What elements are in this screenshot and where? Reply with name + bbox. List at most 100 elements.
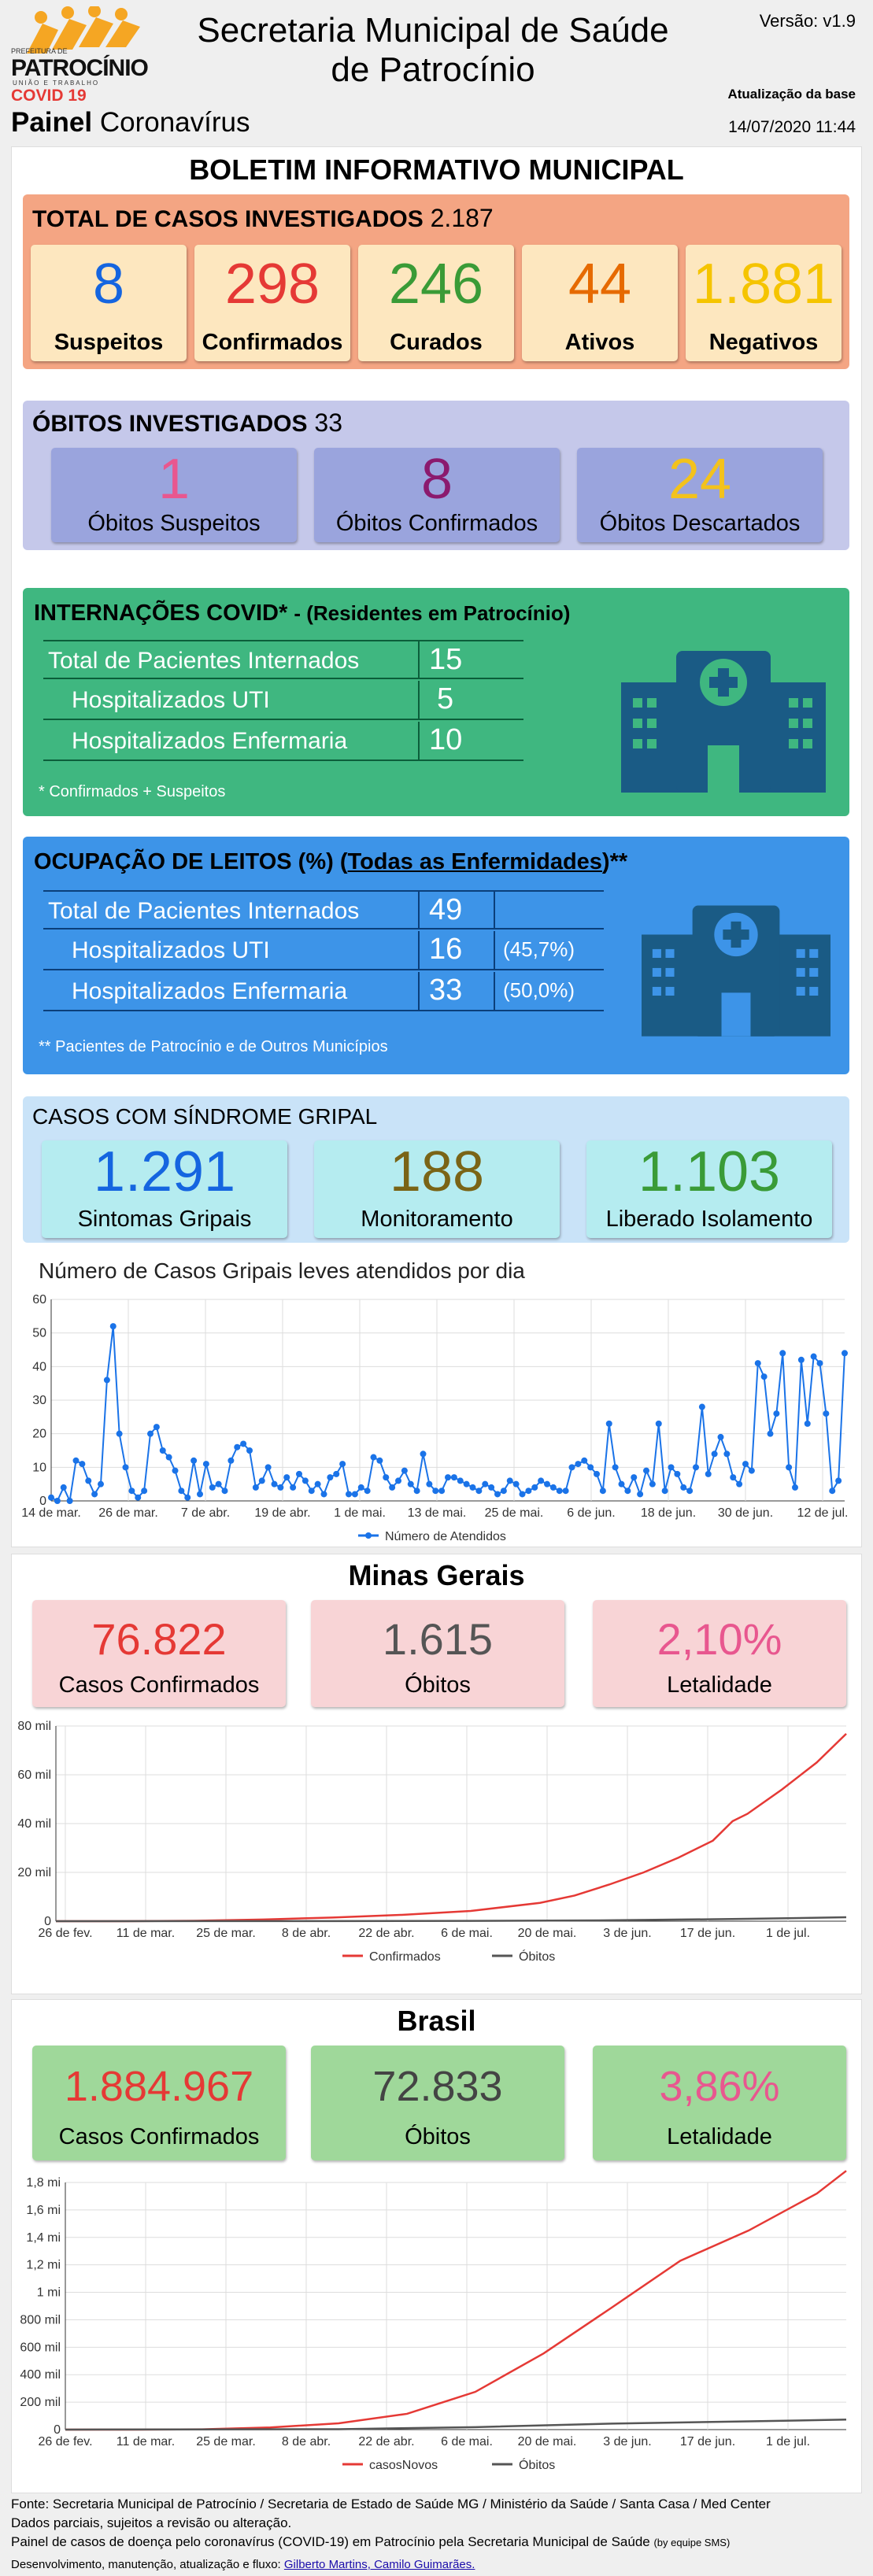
data-point <box>674 1470 681 1477</box>
card-brasil-confirmados: 1.884.967 Casos Confirmados <box>32 2046 286 2160</box>
version-label: Versão: v1.9 <box>759 11 856 31</box>
x-tick-label: 11 de mar. <box>117 1927 175 1940</box>
data-point <box>823 1410 830 1417</box>
x-tick-label: 8 de abr. <box>282 2435 331 2448</box>
data-point <box>661 1488 668 1495</box>
y-tick-label: 1,8 mi <box>26 2176 61 2190</box>
data-point <box>786 1464 793 1471</box>
data-point <box>296 1470 302 1477</box>
data-point <box>693 1464 699 1471</box>
data-point <box>568 1464 575 1471</box>
data-point <box>760 1373 768 1380</box>
legend-label: Óbitos <box>519 2457 555 2472</box>
card-value: 246 <box>388 253 484 316</box>
card-value: 2,10% <box>657 1614 782 1664</box>
x-tick-label: 25 de mar. <box>196 1927 256 1940</box>
data-point <box>649 1480 656 1488</box>
data-point <box>277 1484 284 1491</box>
y-tick-label: 0 <box>54 2423 61 2437</box>
card-value: 1.884.967 <box>64 2063 254 2110</box>
row-label: Total de Pacientes Internados <box>48 648 360 674</box>
row-pct: (50,0%) <box>503 978 575 1002</box>
card-label: Suspeitos <box>54 330 164 355</box>
data-point <box>135 1494 142 1501</box>
data-point <box>438 1488 446 1495</box>
y-tick-label: 1,6 mi <box>26 2204 61 2217</box>
card-obitos-descartados: 24 Óbitos Descartados <box>577 448 823 542</box>
data-point <box>147 1430 154 1437</box>
data-point <box>103 1377 110 1384</box>
legend-label: casosNovos <box>369 2459 438 2472</box>
data-point <box>506 1477 513 1484</box>
data-point <box>643 1467 649 1474</box>
card-minas-confirmados: 76.822 Casos Confirmados <box>32 1600 286 1707</box>
y-tick-label: 1,4 mi <box>26 2231 61 2245</box>
data-point <box>711 1451 718 1458</box>
developers-link[interactable]: Gilberto Martins, Camilo Guimarães. <box>283 2558 475 2571</box>
data-point <box>624 1488 631 1495</box>
minas-panel: Minas Gerais 76.822 Casos Confirmados 1.… <box>11 1554 862 1994</box>
update-datetime: 14/07/2020 11:44 <box>728 118 856 136</box>
legend-label: Número de Atendidos <box>385 1530 506 1543</box>
card-label: Ativos <box>564 330 635 355</box>
card-label: Curados <box>390 330 483 355</box>
data-point <box>79 1461 86 1468</box>
prefeitura-logo: PREFEITURA DE PATROCÍNIO UNIÃO E TRABALH… <box>11 5 161 87</box>
y-tick-label: 1,2 mi <box>26 2259 61 2272</box>
chart-brasil: 0 200 mil 400 mil 600 mil 800 mil 1 mi 1,2 mi 1… <box>20 2170 847 2472</box>
data-point <box>184 1494 191 1501</box>
data-point <box>842 1350 848 1357</box>
footer-painel: Painel de casos de doença pelo coronavír… <box>11 2534 731 2549</box>
data-point <box>562 1488 569 1495</box>
y-tick-label: 20 <box>32 1428 46 1441</box>
data-point <box>252 1484 259 1491</box>
y-tick-label: 0 <box>39 1495 46 1508</box>
data-point <box>556 1488 563 1495</box>
y-tick-label: 40 mil <box>17 1817 51 1831</box>
card-value: 298 <box>224 253 320 316</box>
leitos-row-uti: Hospitalizados UTI 16 (45,7%) <box>43 931 604 970</box>
data-point <box>469 1484 476 1491</box>
data-point <box>246 1447 253 1454</box>
card-value: 1 <box>157 448 191 511</box>
internacoes-row-uti: Hospitalizados UTI 5 <box>43 681 523 720</box>
data-point <box>488 1484 495 1491</box>
data-point <box>283 1474 290 1481</box>
data-point <box>383 1474 390 1481</box>
data-point <box>327 1474 334 1481</box>
leitos-row-enfermaria: Hospitalizados Enfermaria 33 (50,0%) <box>43 972 604 1011</box>
data-point <box>668 1464 675 1471</box>
data-point <box>519 1491 526 1498</box>
painel-title: Painel Coronavírus <box>11 107 250 138</box>
data-point <box>767 1430 774 1437</box>
data-point <box>698 1403 705 1410</box>
data-point <box>191 1457 198 1464</box>
data-point <box>308 1488 315 1495</box>
data-point <box>407 1480 414 1488</box>
card-label: Letalidade <box>667 2124 772 2149</box>
data-point <box>320 1491 327 1498</box>
data-point <box>364 1488 371 1495</box>
card-label: Óbitos Suspeitos <box>87 511 261 536</box>
series-line <box>55 1916 847 1923</box>
row-pct: (45,7%) <box>503 937 575 961</box>
footer-dados: Dados parciais, sujeitos a revisão ou al… <box>11 2515 292 2530</box>
data-point <box>631 1474 638 1481</box>
data-point <box>829 1488 836 1495</box>
data-point <box>575 1461 582 1468</box>
y-tick-label: 1 mi <box>37 2286 61 2300</box>
x-tick-label: 11 de mar. <box>117 2435 175 2448</box>
card-minas-letalidade: 2,10% Letalidade <box>593 1600 846 1707</box>
card-ativos: 44 Ativos <box>522 245 678 361</box>
data-point <box>730 1474 737 1481</box>
data-point <box>109 1323 117 1330</box>
x-tick-label: 6 de jun. <box>567 1506 615 1520</box>
series-line <box>55 1732 847 1923</box>
hospital-icon <box>642 905 830 1037</box>
card-value: 8 <box>420 448 453 511</box>
data-point <box>122 1464 129 1471</box>
data-point <box>116 1430 123 1437</box>
card-brasil-letalidade: 3,86% Letalidade <box>593 2046 846 2160</box>
card-brasil-obitos: 72.833 Óbitos <box>311 2046 564 2160</box>
x-tick-label: 25 de mar. <box>196 2435 256 2448</box>
